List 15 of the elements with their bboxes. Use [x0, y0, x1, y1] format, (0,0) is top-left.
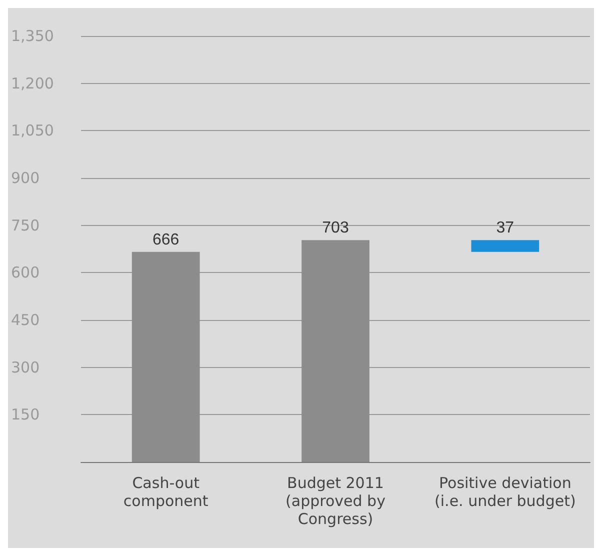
data-label: 703	[322, 220, 349, 237]
y-tick-label: 600	[11, 264, 40, 282]
y-tick-label: 450	[11, 311, 40, 329]
y-tick-label: 1,050	[11, 122, 54, 140]
x-tick-label: Positive deviation (i.e. under budget)	[434, 474, 576, 510]
y-tick-label: 900	[11, 169, 40, 187]
x-tick-label: Budget 2011 (approved by Congress)	[286, 474, 386, 528]
y-tick-label: 1,350	[11, 27, 54, 45]
y-tick-label: 750	[11, 216, 40, 234]
data-label: 666	[152, 231, 180, 248]
data-label: 37	[496, 220, 514, 237]
y-tick-label: 1,200	[11, 74, 54, 92]
x-tick-label: Cash-out component	[123, 474, 208, 510]
y-tick-label: 300	[11, 358, 40, 376]
y-tick-label: 150	[11, 406, 40, 424]
